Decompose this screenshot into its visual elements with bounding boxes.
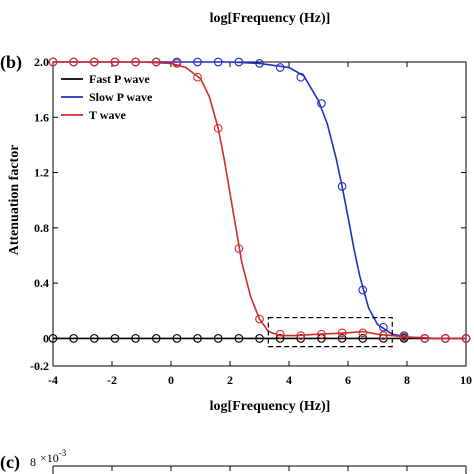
data-point (358, 328, 368, 338)
data-point (213, 57, 223, 67)
panel-c-tick: 8 (30, 455, 36, 469)
data-point (275, 334, 285, 343)
data-point (255, 59, 264, 68)
annotation-layer (267, 317, 393, 348)
x-tick-label: 8 (404, 373, 410, 387)
data-point (213, 123, 223, 133)
data-point (193, 334, 202, 343)
x-axis-label: log[Frequency (Hz)] (210, 399, 331, 414)
x-tick-label: 0 (168, 373, 174, 387)
plot-axes (52, 61, 467, 367)
data-point (358, 334, 368, 343)
data-point (461, 334, 471, 343)
data-point (441, 334, 450, 343)
axis-ticks: -4 -2 0 2 4 6 8 10 -0.2 0 0.4 0.8 1.2 1.6 2.0 (30, 55, 472, 387)
data-point (48, 334, 58, 343)
data-point (151, 334, 161, 343)
data-point (358, 285, 368, 295)
y-tick-label: 2.0 (34, 55, 49, 69)
series-layer (48, 57, 471, 343)
data-point (234, 57, 244, 67)
panel-c-frame (52, 465, 467, 474)
data-point (275, 329, 285, 339)
data-point (296, 72, 306, 82)
data-point (379, 322, 388, 332)
panel-c-exponent: ×10-3 (40, 448, 67, 465)
panel-b-label: (b) (0, 52, 22, 73)
panel-c-label: (c) (0, 452, 20, 473)
top-axis-label: log[Frequency (Hz)] (210, 11, 331, 26)
data-point (151, 57, 161, 67)
data-point (255, 314, 264, 324)
data-point (131, 57, 140, 67)
data-point (172, 334, 182, 343)
data-point (420, 334, 430, 343)
data-point (317, 99, 326, 108)
data-point (337, 328, 347, 338)
data-point (89, 334, 99, 343)
data-point (213, 334, 223, 343)
panel-c-exponent-base: ×10 (40, 451, 59, 465)
data-point (379, 331, 388, 340)
data-point (110, 57, 120, 67)
legend-label: Slow P wave (89, 90, 153, 104)
x-tick-label: 10 (460, 373, 472, 387)
y-tick-label: 0.8 (34, 221, 49, 235)
data-point (89, 57, 99, 67)
data-point (69, 57, 78, 67)
data-point (193, 57, 202, 67)
x-tick-label: 2 (227, 373, 233, 387)
data-point (131, 334, 140, 343)
y-tick-label: 1.2 (34, 166, 49, 180)
data-point (275, 63, 285, 72)
data-point (234, 244, 244, 253)
data-point (172, 59, 182, 68)
y-tick-label: 0 (43, 331, 49, 345)
y-axis-label: Attenuation factor (7, 145, 22, 256)
x-tick-label: 4 (286, 373, 292, 387)
data-point (110, 334, 120, 343)
data-point (193, 72, 202, 82)
panel-c-exponent-power: -3 (59, 448, 67, 458)
series-3 (48, 57, 471, 343)
data-point (317, 329, 326, 339)
data-point (399, 332, 409, 342)
data-point (337, 182, 347, 191)
plot-frame (52, 61, 467, 367)
y-tick-label: -0.2 (30, 359, 49, 373)
y-tick-label: 0.4 (34, 276, 49, 290)
legend-label: Fast P wave (89, 72, 150, 86)
data-point (255, 334, 264, 343)
legend: Fast P wave Slow P wave T wave (61, 72, 153, 122)
y-tick-label: 1.6 (34, 110, 49, 124)
data-point (48, 57, 58, 67)
series-line (53, 61, 466, 340)
data-point (69, 334, 78, 343)
data-point (296, 331, 306, 340)
x-tick-label: -2 (107, 373, 117, 387)
zoom-region-box (267, 317, 393, 348)
x-tick-label: -4 (48, 373, 58, 387)
x-tick-label: 6 (345, 373, 351, 387)
data-point (234, 334, 244, 343)
legend-label: T wave (89, 108, 126, 122)
data-point (337, 334, 347, 343)
